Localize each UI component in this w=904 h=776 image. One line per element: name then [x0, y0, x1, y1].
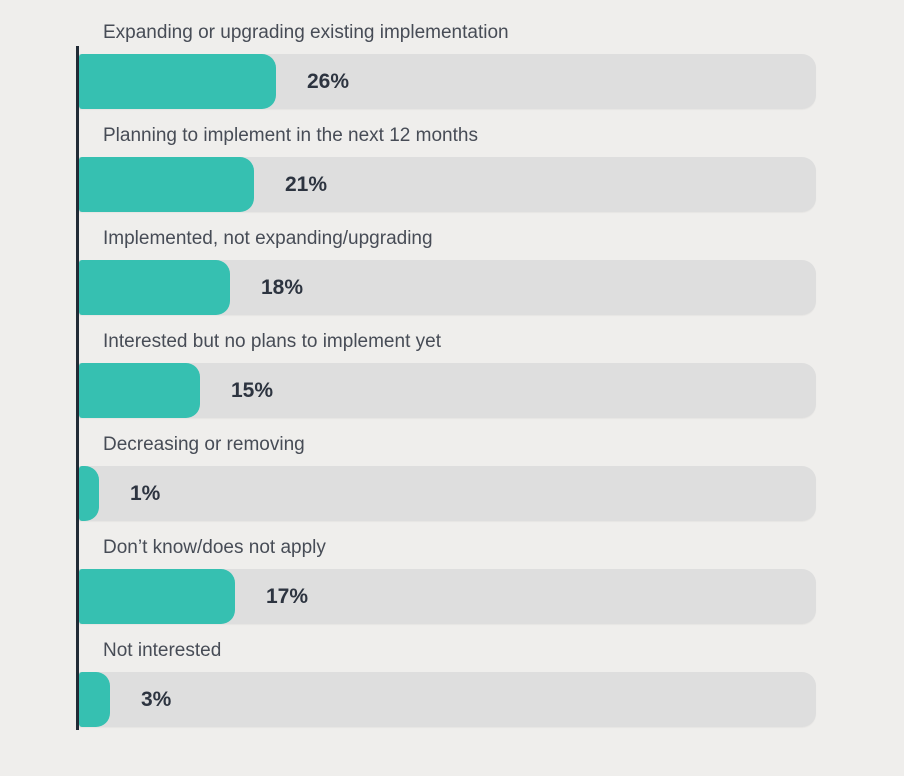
y-axis-line	[76, 46, 79, 730]
bar-row: Not interested 3%	[79, 640, 818, 727]
bar-track: 18%	[79, 260, 816, 315]
bar-value-label: 15%	[231, 378, 274, 402]
bar-track: 1%	[79, 466, 816, 521]
bar-fill	[79, 569, 235, 624]
bar-fill	[79, 672, 110, 727]
bar-category-label: Interested but no plans to implement yet	[103, 331, 441, 352]
bar-value-label: 21%	[285, 172, 328, 196]
bar-fill	[79, 157, 254, 212]
bar-value-label: 1%	[130, 481, 161, 505]
bar-category-label: Not interested	[103, 640, 222, 661]
bar-row: Decreasing or removing 1%	[79, 434, 818, 521]
bar-fill	[79, 363, 200, 418]
bar-row: Interested but no plans to implement yet…	[79, 331, 818, 418]
bar-category-label: Decreasing or removing	[103, 434, 305, 455]
bar-value-label: 17%	[266, 584, 309, 608]
bar-track: 15%	[79, 363, 816, 418]
bar-row: Expanding or upgrading existing implemen…	[79, 22, 818, 109]
bar-category-label: Planning to implement in the next 12 mon…	[103, 125, 478, 146]
bar-rows-container: Expanding or upgrading existing implemen…	[79, 22, 818, 743]
bar-value-label: 3%	[141, 687, 172, 711]
bar-row: Planning to implement in the next 12 mon…	[79, 125, 818, 212]
bar-fill	[79, 54, 276, 109]
bar-row: Implemented, not expanding/upgrading 18%	[79, 228, 818, 315]
bar-fill	[79, 260, 230, 315]
bar-fill	[79, 466, 99, 521]
bar-category-label: Expanding or upgrading existing implemen…	[103, 22, 509, 43]
bar-value-label: 26%	[307, 69, 350, 93]
bar-track: 17%	[79, 569, 816, 624]
bar-track: 3%	[79, 672, 816, 727]
bar-value-label: 18%	[261, 275, 304, 299]
bar-track: 21%	[79, 157, 816, 212]
bar-track: 26%	[79, 54, 816, 109]
bar-category-label: Implemented, not expanding/upgrading	[103, 228, 433, 249]
bar-row: Don’t know/does not apply 17%	[79, 537, 818, 624]
bar-category-label: Don’t know/does not apply	[103, 537, 326, 558]
